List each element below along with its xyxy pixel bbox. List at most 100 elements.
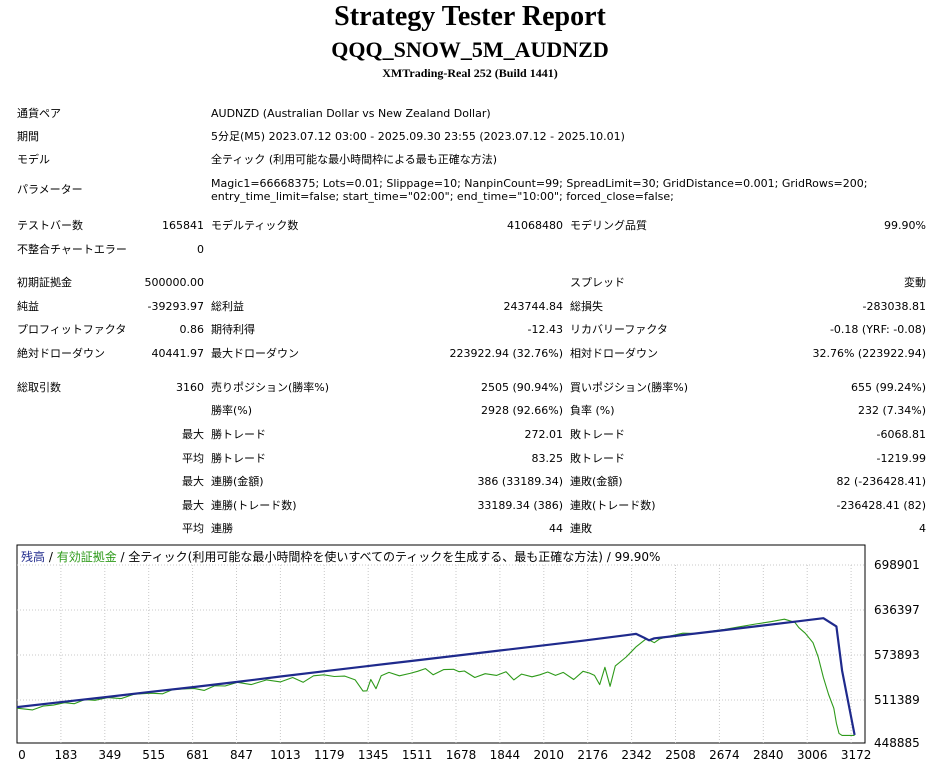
gross-profit-value: 243744.84 (503, 300, 564, 313)
x-tick-label: 1678 (445, 748, 477, 761)
recovery-factor-label: リカバリーファクタ (570, 323, 668, 336)
x-tick-label: 2508 (665, 748, 696, 761)
x-tick-label: 349 (98, 748, 122, 761)
recovery-factor-value: -0.18 (YRF: -0.08) (829, 323, 926, 336)
max-consecutive-losses-count-value: -236428.41 (82) (836, 499, 926, 512)
maximal-drawdown-value: 223922.94 (32.76%) (449, 347, 563, 360)
chart-canvas (16, 544, 866, 744)
absolute-drawdown-value: 40441.97 (151, 347, 205, 360)
average-consecutive-losses-label: 連敗 (570, 522, 592, 535)
parameters-line-2: entry_time_limit=false; start_time="02:0… (211, 190, 674, 203)
expected-payoff-value: -12.43 (527, 323, 563, 336)
symbol-value: AUDNZD (Australian Dollar vs New Zealand… (211, 107, 491, 120)
bars-label: テストバー数 (17, 219, 83, 232)
y-tick-label: 573893 (874, 648, 920, 662)
x-tick-label: 1844 (489, 748, 521, 761)
max-consecutive-losses-amount-value: 82 (-236428.41) (836, 475, 926, 488)
x-tick-label: 1179 (314, 748, 345, 761)
expected-payoff-label: 期待利得 (211, 323, 255, 336)
total-trades-value: 3160 (176, 381, 204, 394)
spread-value: 変動 (904, 276, 926, 289)
report-subtitle: QQQ_SNOW_5M_AUDNZD (331, 37, 609, 62)
model-label: モデル (17, 153, 50, 166)
max-consecutive-losses-count-label: 連敗(トレード数) (570, 499, 656, 512)
largest-loss-label: 敗トレード (570, 428, 625, 441)
ticks-label: モデルティック数 (211, 219, 299, 232)
relative-drawdown-label: 相対ドローダウン (570, 347, 658, 360)
parameters-label: パラメーター (17, 183, 83, 196)
quality-value: 99.90% (884, 219, 926, 232)
model-value: 全ティック (利用可能な最小時間枠による最も正確な方法) (211, 153, 498, 166)
average-label: 平均 (182, 452, 204, 465)
absolute-drawdown-label: 絶対ドローダウン (17, 347, 105, 360)
legend-separator-1: / (45, 550, 57, 564)
loss-rate-label: 負率 (%) (570, 404, 615, 417)
profit-factor-value: 0.86 (179, 323, 205, 336)
average-consecutive-wins-label: 連勝 (211, 522, 233, 535)
x-tick-label: 2840 (753, 748, 784, 761)
average-loss-label: 敗トレード (570, 452, 625, 465)
max-consecutive-wins-count-value: 33189.34 (386) (477, 499, 563, 512)
gross-loss-label: 総損失 (570, 300, 603, 313)
symbol-label: 通貨ペア (17, 107, 61, 120)
x-tick-label: 2176 (577, 748, 608, 761)
win-rate-value: 2928 (92.66%) (480, 404, 563, 417)
long-positions-label: 買いポジション(勝率%) (570, 381, 689, 394)
x-tick-label: 2674 (709, 748, 740, 761)
max-consecutive-losses-amount-label: 連敗(金額) (570, 475, 623, 488)
x-tick-label: 847 (230, 748, 253, 761)
total-trades-label: 総取引数 (17, 381, 61, 394)
long-positions-value: 655 (99.24%) (850, 381, 926, 394)
bars-value: 165841 (162, 219, 204, 232)
y-tick-label: 698901 (874, 558, 920, 572)
x-tick-label: 681 (186, 748, 210, 761)
balance-equity-chart: 残高 / 有効証拠金 / 全ティック(利用可能な最小時間枠を使いすべてのティック… (15, 543, 934, 761)
y-tick-label: 448885 (874, 736, 920, 750)
server-build: XMTrading-Real 252 (Build 1441) (382, 66, 558, 80)
relative-drawdown-value: 32.76% (223922.94) (812, 347, 926, 360)
period-label: 期間 (17, 130, 39, 143)
mismatch-label: 不整合チャートエラー (17, 243, 127, 256)
x-tick-label: 2342 (621, 748, 652, 761)
x-tick-label: 1511 (401, 748, 433, 761)
short-positions-label: 売りポジション(勝率%) (211, 381, 330, 394)
average-consecutive-losses-value: 4 (919, 522, 926, 535)
legend-equity: 有効証拠金 (56, 550, 117, 564)
plot-frame (16, 544, 866, 744)
max-consecutive-wins-count-label: 連勝(トレード数) (211, 499, 297, 512)
x-tick-label: 1345 (357, 748, 389, 761)
legend-model-info: 全ティック(利用可能な最小時間枠を使いすべてのティックを生成する、最も正確な方法… (128, 550, 661, 564)
largest-win-value: 272.01 (524, 428, 564, 441)
y-tick-label: 636397 (874, 603, 920, 617)
x-tick-label: 0 (18, 748, 26, 761)
average-consecutive-wins-value: 44 (549, 522, 563, 535)
largest-win-label: 勝トレード (211, 428, 266, 441)
loss-rate-value: 232 (7.34%) (857, 404, 926, 417)
x-tick-label: 3006 (796, 748, 828, 761)
short-positions-value: 2505 (90.94%) (480, 381, 563, 394)
period-value: 5分足(M5) 2023.07.12 03:00 - 2025.09.30 23… (211, 130, 625, 143)
legend-separator-2: / (116, 550, 129, 564)
x-tick-label: 515 (142, 748, 166, 761)
gross-profit-label: 総利益 (211, 300, 244, 313)
equity-line (16, 618, 855, 736)
average-label-2: 平均 (182, 522, 204, 535)
profit-factor-label: プロフィットファクタ (17, 323, 127, 336)
x-tick-label: 1013 (270, 748, 301, 761)
average-win-label: 勝トレード (211, 452, 266, 465)
mismatch-value: 0 (197, 243, 204, 256)
deposit-label: 初期証拠金 (17, 276, 72, 289)
maximal-drawdown-label: 最大ドローダウン (211, 347, 299, 360)
average-win-value: 83.25 (531, 452, 564, 465)
max-label-2: 最大 (182, 475, 204, 488)
x-tick-label: 2010 (533, 748, 565, 761)
balance-line (16, 617, 856, 736)
x-tick-label: 3172 (840, 748, 872, 761)
parameters-line-1: Magic1=66668375; Lots=0.01; Slippage=10;… (211, 177, 868, 190)
max-consecutive-wins-amount-value: 386 (33189.34) (477, 475, 563, 488)
max-consecutive-wins-amount-label: 連勝(金額) (211, 475, 264, 488)
x-tick-label: 183 (54, 748, 78, 761)
spread-label: スプレッド (570, 276, 625, 289)
average-loss-value: -1219.99 (876, 452, 926, 465)
gross-loss-value: -283038.81 (862, 300, 926, 313)
